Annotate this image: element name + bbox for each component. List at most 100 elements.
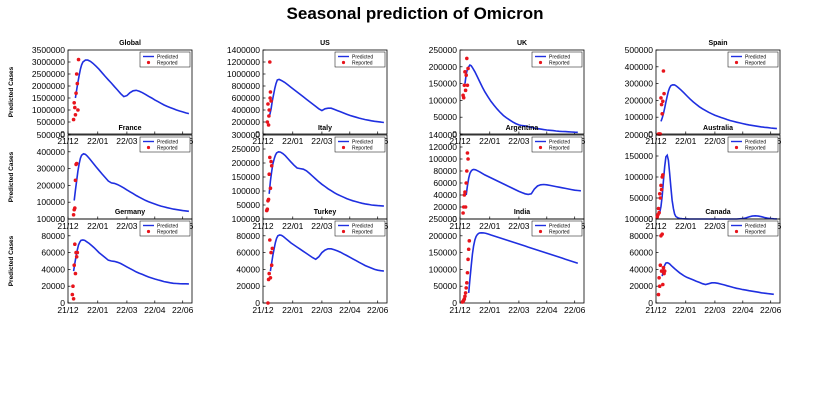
legend-reported-swatch [146, 229, 151, 234]
x-tick-label: 22/01 [87, 136, 109, 146]
y-tick-label: 40000 [629, 264, 653, 274]
y-tick-label: 0 [60, 129, 65, 139]
y-tick-label: 200000 [232, 117, 261, 127]
reported-point [73, 206, 77, 210]
x-tick-label: 22/03 [508, 221, 530, 231]
y-tick-label: 1200000 [227, 57, 260, 67]
reported-point [658, 263, 663, 268]
reported-point [269, 250, 273, 255]
reported-point [465, 270, 470, 275]
predicted-line [72, 239, 189, 285]
y-tick-label: 0 [255, 214, 260, 224]
plot-frame [262, 49, 388, 135]
legend-reported-swatch [146, 145, 151, 150]
chart-title: India [514, 209, 530, 216]
chart-title: Italy [318, 125, 332, 132]
legend-reported-swatch [734, 229, 739, 234]
reported-point [73, 242, 77, 246]
y-tick-label: 3500000 [32, 45, 65, 55]
y-tick-label: 0 [452, 298, 457, 308]
y-tick-label: 200000 [625, 130, 654, 140]
y-tick-label: 500000 [625, 45, 654, 55]
x-tick-label: 22/03 [311, 221, 333, 231]
y-tick-label: 80000 [433, 166, 457, 176]
x-tick-label: 22/01 [675, 221, 697, 231]
legend-box [139, 51, 191, 68]
reported-point [266, 102, 270, 106]
y-axis-label: Predicted Cases [8, 235, 15, 286]
reported-point [662, 269, 667, 273]
legend-reported-label: Reported [745, 230, 766, 236]
reported-point [266, 197, 271, 202]
x-tick-label: 22/03 [116, 221, 138, 231]
reported-point [76, 57, 81, 62]
y-tick-label: 150000 [429, 79, 458, 89]
predicted-line [464, 64, 578, 134]
reported-point [463, 70, 467, 74]
reported-point [462, 297, 467, 301]
y-tick-label: 400000 [625, 62, 654, 72]
reported-point [268, 238, 272, 242]
predicted-line [74, 59, 190, 115]
y-tick-label: 100000 [232, 186, 261, 196]
predicted-line [73, 152, 190, 213]
y-tick-label: 0 [648, 298, 653, 308]
reported-point [656, 206, 661, 211]
reported-point [464, 286, 469, 290]
reported-point [73, 105, 77, 110]
y-tick-label: 0 [255, 129, 260, 139]
reported-point [269, 164, 274, 168]
y-tick-label: 20000 [629, 281, 653, 291]
x-tick-label: 22/03 [704, 221, 726, 231]
reported-point [657, 210, 661, 215]
legend-reported-swatch [538, 145, 543, 150]
reported-point [268, 155, 272, 160]
y-tick-label: 1000000 [32, 105, 65, 115]
x-tick-label: 22/03 [311, 136, 333, 146]
y-tick-label: 20000 [236, 281, 260, 291]
legend-box [727, 220, 779, 237]
reported-point [70, 292, 75, 297]
reported-point [463, 205, 468, 209]
reported-point [73, 271, 78, 276]
legend-reported-swatch [734, 60, 739, 65]
y-tick-label: 40000 [41, 264, 65, 274]
page-title: Seasonal prediction of Omicron [286, 4, 544, 23]
legend-predicted-label: Predicted [745, 224, 766, 230]
y-tick-label: 200000 [429, 62, 458, 72]
legend-predicted-label: Predicted [745, 55, 766, 61]
predicted-line [269, 234, 385, 272]
legend-reported-label: Reported [549, 146, 570, 152]
legend-predicted-label: Predicted [157, 224, 178, 230]
legend-box [139, 220, 191, 237]
reported-point [267, 114, 271, 118]
reported-point [465, 169, 469, 173]
x-tick-label: 22/01 [87, 305, 109, 315]
y-tick-label: 80000 [629, 231, 653, 241]
legend-reported-label: Reported [157, 146, 178, 152]
chart-title: Argentina [506, 125, 539, 132]
x-tick-label: 22/01 [87, 221, 109, 231]
y-tick-label: 80000 [236, 231, 260, 241]
x-tick-label: 22/01 [282, 136, 304, 146]
reported-point [462, 193, 467, 197]
legend-reported-label: Reported [157, 230, 178, 236]
legend-box [531, 220, 583, 237]
y-tick-label: 150000 [429, 248, 458, 258]
x-tick-label: 22/03 [508, 136, 530, 146]
reported-point [74, 161, 79, 166]
y-tick-label: 200000 [232, 158, 261, 168]
legend-box [334, 136, 386, 153]
y-tick-label: 60000 [433, 178, 457, 188]
reported-point [269, 263, 274, 268]
predicted-line [660, 83, 777, 130]
reported-point [465, 56, 469, 61]
legend-reported-label: Reported [745, 146, 766, 152]
reported-point [73, 113, 78, 117]
chart-india: India 0 50000 100000 150000 200000 250000 21/12… [429, 209, 586, 315]
reported-point [466, 247, 471, 252]
reported-point [73, 178, 78, 183]
x-tick-label: 22/04 [144, 305, 166, 315]
reported-point [74, 91, 78, 95]
